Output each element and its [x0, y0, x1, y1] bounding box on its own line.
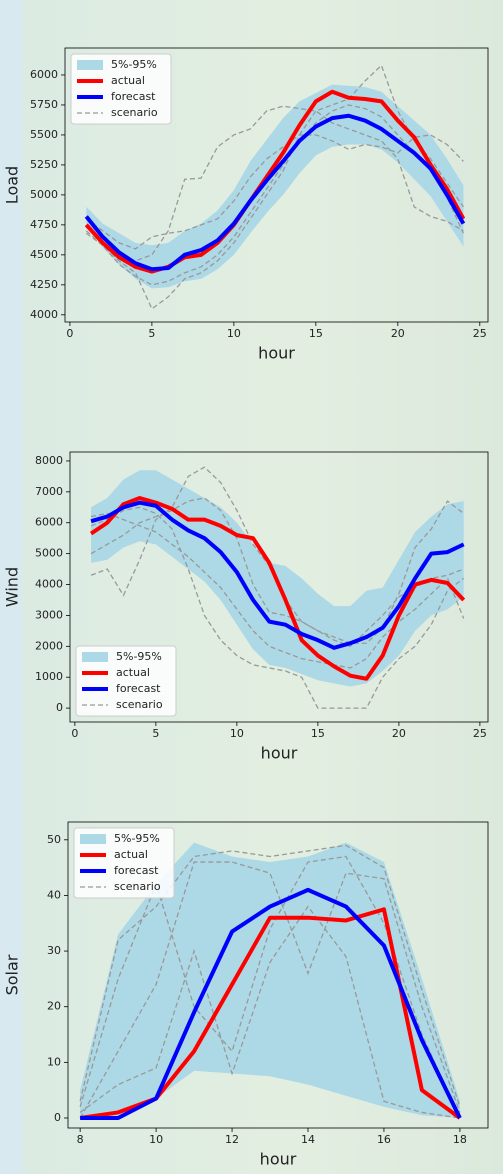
y-tick-label: 40 [47, 888, 61, 901]
x-tick-label: 12 [225, 1133, 239, 1146]
x-tick-label: 5 [152, 727, 159, 740]
legend-label: scenario [114, 880, 161, 893]
y-tick-label: 0 [56, 701, 63, 714]
legend-label: actual [111, 74, 145, 87]
legend-label: 5%-95% [114, 832, 160, 845]
y-tick-label: 5500 [30, 128, 58, 141]
y-tick-label: 5000 [35, 547, 63, 560]
legend-label: actual [114, 848, 148, 861]
x-tick-label: 20 [391, 327, 405, 340]
legend-label: forecast [111, 90, 156, 103]
y-tick-label: 4250 [30, 278, 58, 291]
figure: 0510152025400042504500475050005250550057… [0, 0, 503, 1174]
x-tick-label: 10 [149, 1133, 163, 1146]
legend-swatch [77, 60, 103, 70]
x-tick-label: 25 [473, 727, 487, 740]
y-tick-label: 30 [47, 944, 61, 957]
axes: 8 10 12 14 16 18 0 10 20 30 40 50 hour Solar 5%-95% act… [3, 822, 489, 1169]
x-axis-label: hour [260, 1150, 297, 1169]
x-tick-label: 15 [309, 327, 323, 340]
y-tick-label: 4500 [30, 248, 58, 261]
axes: 0 5 10 15 20 25 0 1000 2000 3000 4000 5000 6000 7000 8… [3, 452, 489, 763]
x-tick-label: 16 [377, 1133, 391, 1146]
y-tick-label: 1000 [35, 670, 63, 683]
x-tick-label: 15 [311, 727, 325, 740]
y-tick-label: 4000 [35, 578, 63, 591]
legend-label: 5%-95% [116, 650, 162, 663]
y-tick-label: 6000 [35, 516, 63, 529]
y-tick-label: 8000 [35, 454, 63, 467]
x-tick-label: 5 [148, 327, 155, 340]
y-tick-label: 5250 [30, 158, 58, 171]
y-axis-label: Solar [3, 954, 22, 995]
y-tick-label: 10 [47, 1055, 61, 1068]
y-tick-label: 3000 [35, 608, 63, 621]
legend: 5%-95% actual forecast scenario [74, 828, 174, 898]
x-tick-label: 14 [301, 1133, 315, 1146]
page: {"chart_data": [ {"type": "line", "xlabe… [0, 0, 503, 1174]
legend-swatch [80, 834, 106, 844]
x-tick-label: 0 [71, 727, 78, 740]
x-axis-label: hour [261, 744, 298, 763]
legend-label: scenario [111, 106, 158, 119]
y-tick-label: 6000 [30, 68, 58, 81]
legend: 5%-95% actual forecast scenario [76, 646, 176, 716]
y-tick-label: 50 [47, 833, 61, 846]
x-tick-label: 10 [230, 727, 244, 740]
x-tick-label: 8 [77, 1133, 84, 1146]
y-tick-label: 5750 [30, 98, 58, 111]
y-tick-label: 20 [47, 1000, 61, 1013]
axes: 0 5 10 15 20 25 4000 4250 4500 4750 5000 5250 5500 57… [3, 48, 489, 363]
legend-label: forecast [116, 682, 161, 695]
x-tick-label: 0 [66, 327, 73, 340]
y-tick-label: 7000 [35, 485, 63, 498]
x-tick-label: 20 [392, 727, 406, 740]
x-tick-label: 25 [473, 327, 487, 340]
y-tick-label: 4000 [30, 308, 58, 321]
legend-label: forecast [114, 864, 159, 877]
legend: 5%-95% actual forecast scenario [71, 54, 171, 124]
legend-label: actual [116, 666, 150, 679]
x-axis-label: hour [258, 344, 295, 363]
y-axis-label: Load [3, 166, 22, 204]
y-tick-label: 5000 [30, 188, 58, 201]
legend-label: 5%-95% [111, 58, 157, 71]
x-tick-label: 10 [227, 327, 241, 340]
legend-label: scenario [116, 698, 163, 711]
y-tick-label: 4750 [30, 218, 58, 231]
x-tick-label: 18 [453, 1133, 467, 1146]
y-axis-label: Wind [3, 567, 22, 607]
y-tick-label: 0 [54, 1111, 61, 1124]
legend-swatch [82, 652, 108, 662]
y-tick-label: 2000 [35, 639, 63, 652]
